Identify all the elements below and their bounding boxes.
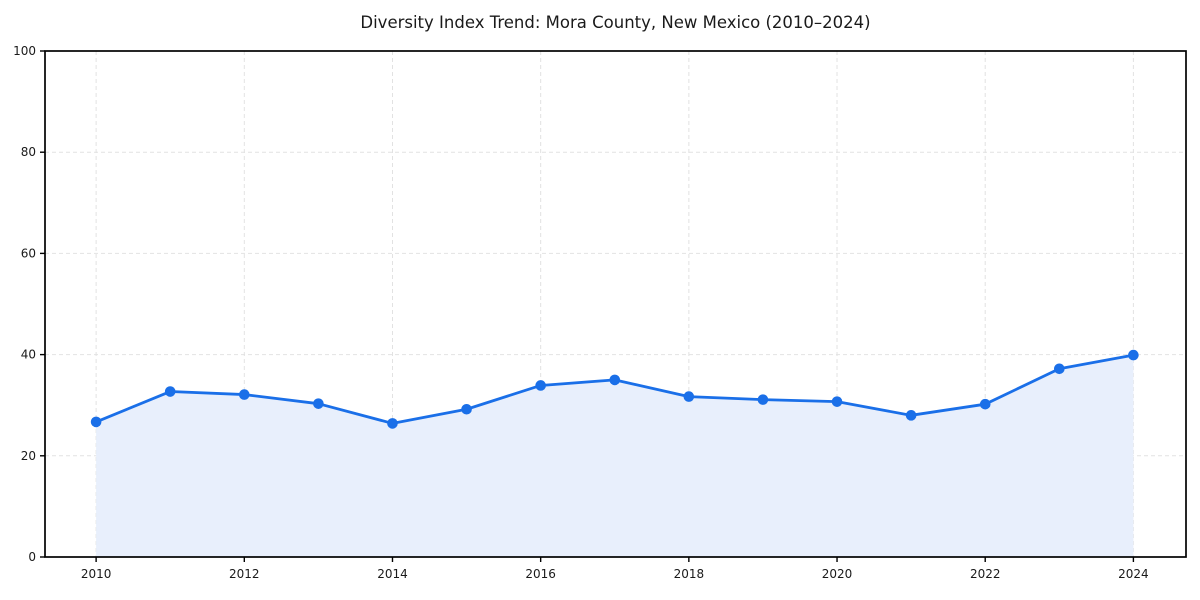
data-point-2024 xyxy=(1128,349,1139,361)
data-point-2010 xyxy=(90,416,102,428)
x-tick-label: 2010 xyxy=(81,567,112,581)
data-point-2013 xyxy=(313,398,324,409)
data-point-2011 xyxy=(164,386,176,397)
data-point-2016 xyxy=(535,380,546,391)
x-tick-label: 2018 xyxy=(674,567,705,581)
chart-title: Diversity Index Trend: Mora County, New … xyxy=(360,13,871,32)
data-point-2021 xyxy=(905,410,917,421)
x-tick-label: 2022 xyxy=(970,567,1001,581)
x-tick-label: 2020 xyxy=(822,567,853,581)
data-point-2015 xyxy=(461,403,472,415)
y-tick-label: 40 xyxy=(21,348,36,362)
data-point-2019 xyxy=(757,394,769,405)
x-tick-label: 2012 xyxy=(229,567,260,581)
data-point-2012 xyxy=(239,389,250,400)
y-tick-label: 20 xyxy=(21,449,36,463)
y-tick-label: 100 xyxy=(13,44,36,58)
data-point-2018 xyxy=(683,391,695,402)
data-point-2022 xyxy=(979,398,991,410)
data-point-2017 xyxy=(609,374,621,386)
y-tick-label: 80 xyxy=(21,145,36,159)
y-tick-label: 60 xyxy=(21,246,36,260)
x-tick-label: 2014 xyxy=(377,567,408,581)
data-point-2014 xyxy=(387,418,398,429)
axis-frame xyxy=(44,50,1187,558)
data-point-2020 xyxy=(831,396,843,407)
data-point-2023 xyxy=(1054,363,1065,375)
x-tick-label: 2024 xyxy=(1118,567,1149,581)
x-tick-label: 2016 xyxy=(525,567,556,581)
y-tick-label: 0 xyxy=(28,550,36,564)
area-fill xyxy=(96,355,1134,557)
